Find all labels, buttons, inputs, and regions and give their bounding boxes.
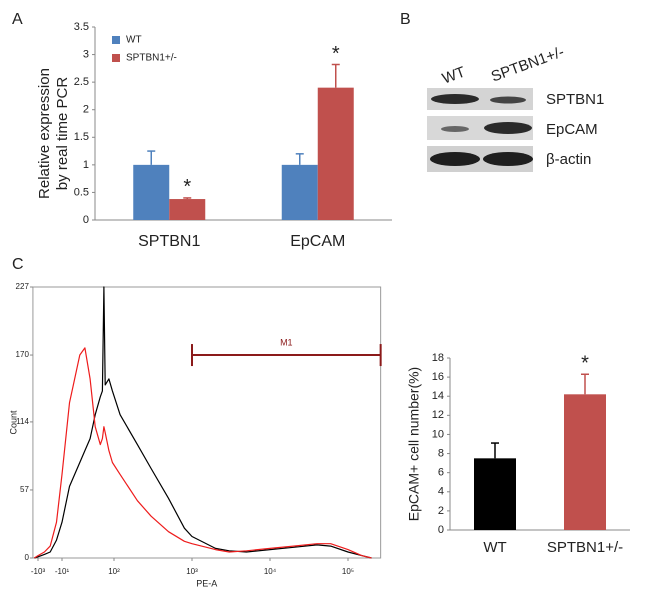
y-tick-label: 57 [20, 485, 29, 494]
band [490, 96, 526, 104]
y-tick-label: 1.5 [74, 131, 89, 143]
band [441, 126, 469, 132]
y-tick-label: 227 [16, 282, 30, 291]
y-tick-label: 0 [83, 214, 89, 226]
y-tick-label: 0 [438, 524, 444, 536]
y-tick-label: 2.5 [74, 76, 89, 88]
y-tick-label: 3 [83, 48, 89, 60]
bar [281, 164, 318, 220]
x-tick-label: WT [483, 539, 506, 556]
y-tick-label: 16 [432, 371, 444, 383]
histogram-line [34, 286, 372, 559]
y-tick-label: 10 [432, 428, 444, 440]
legend-label: SPTBN1+/- [126, 53, 177, 64]
bar [169, 199, 206, 220]
blot-column: WT [440, 64, 468, 88]
blot-row: EpCAM [546, 121, 598, 138]
y-tick-label: 18 [432, 352, 444, 364]
gate-label: M1 [280, 337, 293, 347]
y-tick-label: 6 [438, 467, 444, 479]
bar [317, 87, 354, 221]
y-tick-label: 170 [16, 350, 30, 359]
significance: * [332, 43, 340, 65]
y-tick-label: 1 [83, 159, 89, 171]
plot-frame [32, 286, 382, 559]
y-tick-label: 4 [438, 486, 444, 498]
significance: * [581, 353, 589, 375]
histogram-line [33, 347, 372, 559]
legend-swatch [112, 54, 120, 62]
x-tick-label: 10⁴ [264, 567, 277, 576]
y-tick-label: 0.5 [74, 186, 89, 198]
legend-label: WT [126, 35, 142, 46]
panel-label: A [12, 11, 23, 28]
y-tick-label: 8 [438, 447, 444, 459]
y-tick-label: 0 [24, 553, 29, 562]
bar [133, 164, 170, 220]
x-tick-label: 10³ [186, 567, 198, 576]
bar [474, 458, 516, 530]
y-tick-label: 3.5 [74, 21, 89, 33]
y-tick-label: 2 [83, 104, 89, 116]
y-tick-label: 12 [432, 409, 444, 421]
blot-row: SPTBN1 [546, 91, 604, 108]
band [431, 94, 479, 104]
x-axis-label: PE-A [196, 578, 217, 588]
y-axis-label: by real time PCR [54, 77, 71, 191]
blot-column: SPTBN1+/- [489, 43, 566, 85]
significance: * [183, 176, 191, 198]
x-tick-label: 10⁵ [342, 567, 354, 576]
y-axis-label: EpCAM+ cell number(%) [406, 367, 422, 521]
x-tick-label: -10³ [31, 567, 46, 576]
y-tick-label: 2 [438, 505, 444, 517]
x-tick-label: 10² [108, 567, 120, 576]
legend-swatch [112, 36, 120, 44]
y-tick-label: 14 [432, 390, 444, 402]
panel-label: C [12, 256, 24, 273]
y-axis-label: Count [8, 410, 18, 435]
x-tick-label: -10¹ [55, 567, 70, 576]
panel-label: B [400, 11, 411, 28]
blot-row: β-actin [546, 151, 591, 168]
x-tick-label: EpCAM [290, 233, 345, 250]
band [483, 152, 533, 166]
y-axis-label: Relative expression [36, 68, 53, 199]
blot-strip [427, 88, 533, 110]
band [484, 122, 532, 134]
western-blot: WT SPTBN1+/- SPTBN1 EpCAM β-actin [427, 43, 604, 172]
x-tick-label: SPTBN1 [138, 233, 200, 250]
y-tick-label: 114 [16, 417, 29, 426]
x-tick-label: SPTBN1+/- [547, 539, 623, 556]
band [430, 152, 480, 166]
bar [564, 394, 606, 530]
